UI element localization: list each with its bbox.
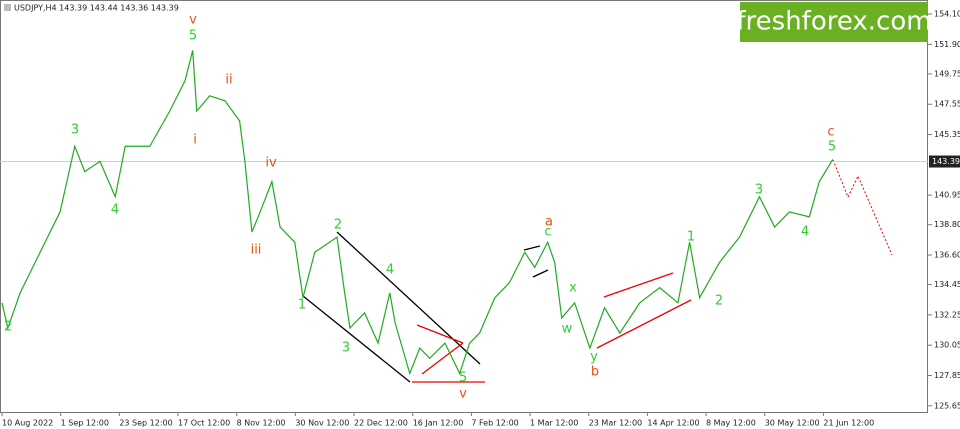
wave-label: 5: [459, 371, 467, 386]
x-tick-label: 30 May 12:00: [765, 419, 820, 428]
wave-label: 4: [386, 263, 394, 278]
y-tick-label: 154.10: [934, 10, 960, 19]
y-tick-label: 125.65: [934, 401, 960, 410]
x-tick-label: 17 Oct 12:00: [178, 419, 230, 428]
wave-label: w: [562, 322, 573, 337]
channel-line: [596, 299, 692, 349]
wave-label: 4: [111, 203, 119, 218]
wave-label: 3: [71, 123, 79, 138]
x-tick-label: 10 Aug 2022: [2, 419, 53, 428]
flag-line: [523, 245, 541, 251]
y-tick-label: 134.45: [934, 280, 960, 289]
y-tick-label: 145.35: [934, 130, 960, 139]
wave-label: 1: [298, 298, 306, 313]
wave-label: v: [459, 387, 467, 402]
wave-label: 1: [687, 230, 695, 245]
wave-label: iii: [251, 243, 262, 258]
wave-label: iv: [265, 156, 277, 171]
y-tick-label: 151.90: [934, 40, 960, 49]
price-line: [1, 50, 834, 376]
wave-label: 2: [334, 218, 342, 233]
triangle-line: [421, 342, 464, 375]
header-icon: [4, 4, 11, 11]
x-tick-label: 1 Mar 12:00: [530, 419, 578, 428]
wave-label: 5: [189, 29, 197, 44]
channel-line: [336, 231, 481, 365]
x-tick-label: 16 Jan 12:00: [413, 419, 464, 428]
x-tick-label: 7 Feb 12:00: [471, 419, 518, 428]
y-tick-label: 127.85: [934, 371, 960, 380]
x-tick-label: 8 Nov 12:00: [237, 419, 286, 428]
wave-label: y: [590, 350, 598, 365]
wave-label: 3: [755, 183, 763, 198]
watermark: freshforex.com: [736, 7, 931, 37]
triangle-line: [416, 324, 464, 344]
y-tick-label: 132.25: [934, 310, 960, 319]
wave-label: c: [827, 125, 834, 140]
x-tick-label: 30 Nov 12:00: [295, 419, 349, 428]
wave-label: ii: [225, 73, 232, 88]
wave-label: 3: [342, 341, 350, 356]
channel-line: [603, 272, 674, 298]
x-tick-label: 8 May 12:00: [706, 419, 756, 428]
header: USDJPY,H4 143.39 143.44 143.36 143.39: [14, 4, 179, 13]
y-tick-label: 136.60: [934, 251, 960, 260]
wave-label: c: [544, 225, 551, 240]
current-price-label: 143.39: [932, 157, 960, 166]
wave-label: 2: [715, 294, 723, 309]
flag-line: [532, 269, 549, 278]
plot-frame: [0, 0, 928, 413]
y-tick-label: 138.80: [934, 220, 960, 229]
x-tick-label: 22 Dec 12:00: [354, 419, 408, 428]
y-tick-label: 149.75: [934, 69, 960, 78]
wave-label: b: [591, 365, 599, 380]
channel-line: [302, 295, 411, 383]
wave-label: i: [193, 133, 197, 148]
y-tick-label: 147.55: [934, 100, 960, 109]
x-tick-label: 1 Sep 12:00: [61, 419, 109, 428]
wave-label: x: [569, 281, 577, 296]
wave-label: 5: [828, 140, 836, 155]
x-tick-label: 14 Apr 12:00: [647, 419, 699, 428]
x-tick-label: 21 Jun 12:00: [823, 419, 874, 428]
y-tick-label: 140.95: [934, 191, 960, 200]
wave-label: a: [545, 215, 553, 230]
wave-label: v: [189, 13, 197, 28]
trend-lines: [302, 159, 893, 383]
x-tick-label: 23 Sep 12:00: [119, 419, 172, 428]
y-tick-label: 130.05: [934, 341, 960, 350]
x-tick-label: 23 Mar 12:00: [589, 419, 642, 428]
current-price-box: [929, 155, 960, 168]
watermark-box: [740, 2, 928, 42]
wave-label: 2: [4, 320, 12, 335]
wave-label: 4: [801, 225, 809, 240]
